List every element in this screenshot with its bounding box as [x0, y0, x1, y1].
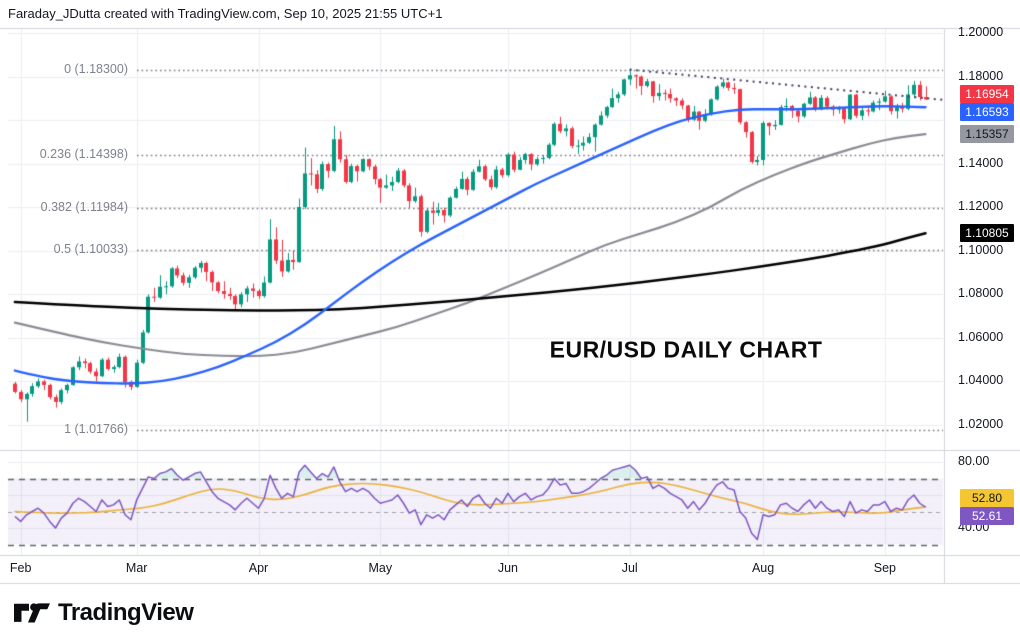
tradingview-logo-text: TradingView: [58, 599, 194, 626]
fib-level-label: 0.236 (1.14398): [39, 146, 128, 161]
ma-mid-badge: 1.15357: [960, 125, 1014, 144]
fib-level-label: 0.5 (1.10033): [53, 242, 128, 257]
rsi-ma-badge: 52.80: [960, 489, 1014, 508]
ma-fast-badge: 1.16593: [960, 103, 1014, 122]
rsi-badge: 52.61: [960, 507, 1014, 526]
chart-title-watermark: EUR/USD DAILY CHART: [549, 336, 823, 363]
price-tick-label: 1.06000: [958, 329, 1004, 344]
price-tick-label: 1.02000: [958, 417, 1004, 431]
price-tick-label: 1.08000: [958, 286, 1004, 301]
price-tick-label: 1.14000: [958, 155, 1004, 170]
month-label-feb: Feb: [9, 561, 32, 575]
fib-level-label: 0 (1.18300): [64, 62, 128, 77]
fib-level-label: 1 (1.01766): [64, 422, 128, 437]
month-label-apr: Apr: [248, 561, 269, 575]
month-label-sep: Sep: [873, 561, 897, 575]
price-tick-label: 1.04000: [958, 373, 1004, 388]
price-tick-label: 1.10000: [958, 242, 1004, 257]
month-label-jul: Jul: [621, 561, 638, 575]
price-tick-label: 1.18000: [958, 68, 1004, 83]
chart-attribution: Faraday_JDutta created with TradingView.…: [8, 6, 443, 21]
price-tick-label: 1.20000: [958, 25, 1004, 39]
month-label-aug: Aug: [751, 561, 775, 575]
fib-level-label: 0.382 (1.11984): [40, 199, 128, 214]
ma-slow-badge: 1.10805: [960, 224, 1014, 243]
month-label-mar: Mar: [125, 561, 148, 575]
price-tick-label: 1.12000: [958, 199, 1004, 214]
tradingview-logo[interactable]: TradingView: [14, 599, 194, 627]
month-label-may: May: [368, 561, 393, 575]
month-label-jun: Jun: [497, 561, 518, 575]
last-price-badge: 1.16954: [960, 85, 1014, 104]
tradingview-logo-icon: [14, 602, 50, 622]
rsi-tick-label: 80.00: [958, 454, 990, 468]
